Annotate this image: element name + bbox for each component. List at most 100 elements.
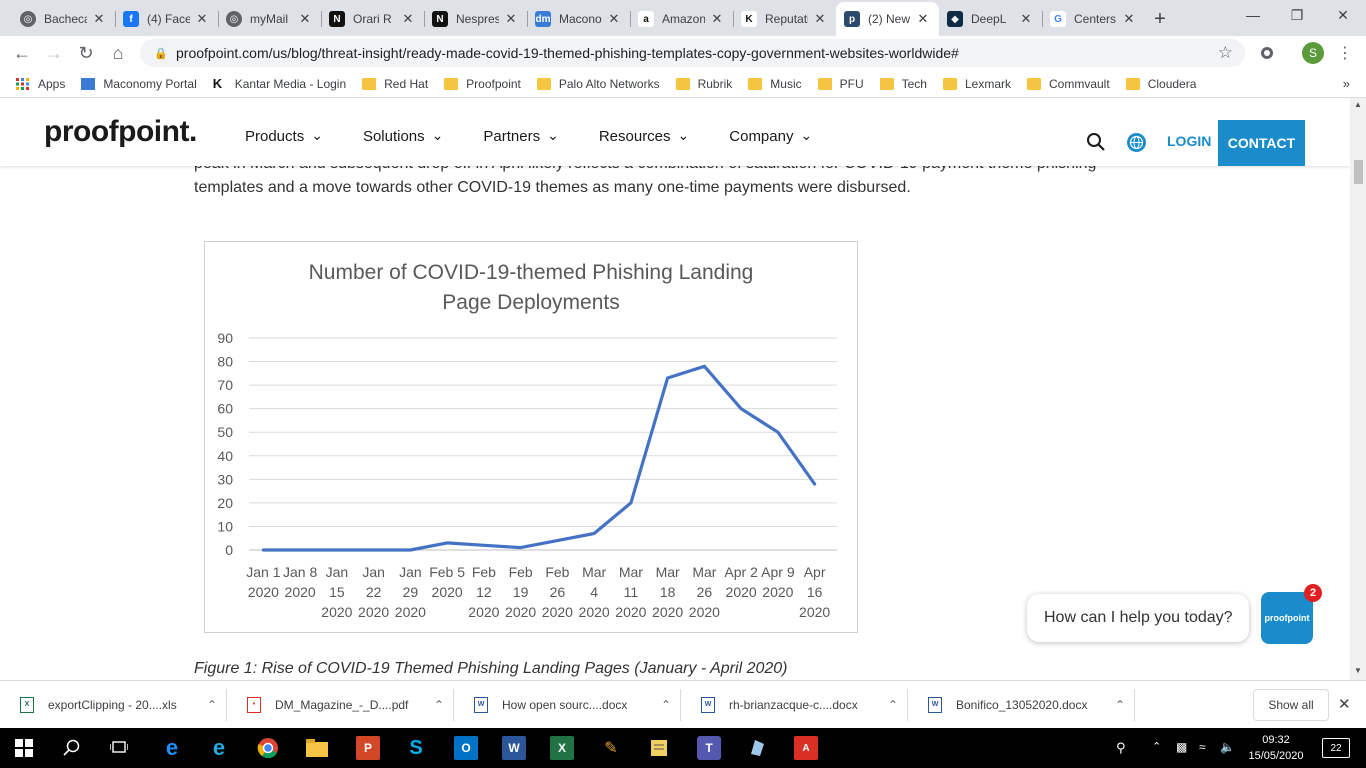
proofpoint-logo[interactable]: proofpoint. (44, 115, 197, 148)
browser-tab[interactable]: f (4) Facebook ✕ (115, 2, 218, 36)
close-tab-icon[interactable]: ✕ (299, 11, 311, 26)
nav-item-solutions[interactable]: Solutions ⌄ (363, 127, 443, 145)
bookmark-item[interactable]: Tech (872, 77, 935, 91)
battery-icon[interactable]: ▩ (1176, 740, 1188, 754)
reload-button[interactable]: ↻ (78, 42, 94, 63)
bookmark-item[interactable]: K Kantar Media - Login (205, 77, 354, 91)
powerpoint-icon[interactable]: P (356, 736, 380, 760)
bookmark-item[interactable]: PFU (810, 77, 872, 91)
login-link[interactable]: LOGIN (1167, 133, 1212, 149)
windows-start-icon[interactable] (12, 736, 36, 760)
maximize-button[interactable]: ❐ (1290, 6, 1304, 23)
outlook-icon[interactable]: O (454, 736, 478, 760)
globe-icon[interactable] (1127, 133, 1146, 152)
show-hidden-icons-icon[interactable]: ⌃ (1152, 741, 1162, 753)
bookmark-item[interactable]: Red Hat (354, 77, 436, 91)
close-tab-icon[interactable]: ✕ (93, 11, 105, 26)
close-tab-icon[interactable]: ✕ (505, 11, 517, 26)
chevron-up-icon[interactable]: ⌃ (887, 697, 899, 712)
close-download-bar-icon[interactable]: ✕ (1338, 696, 1351, 713)
nav-item-resources[interactable]: Resources ⌄ (599, 127, 689, 145)
close-window-button[interactable]: ✕ (1337, 6, 1349, 23)
excel-icon[interactable]: X (550, 736, 574, 760)
bookmark-item[interactable]: Proofpoint (436, 77, 529, 91)
people-icon[interactable]: ⚲ (1116, 740, 1126, 755)
clock[interactable]: 09:32 15/05/2020 (1246, 732, 1306, 764)
wifi-icon[interactable]: ≈ (1199, 740, 1206, 754)
download-item[interactable]: W How open sourc....docx ⌃ (454, 681, 681, 729)
chevron-up-icon[interactable]: ⌃ (433, 697, 445, 712)
bookmark-item[interactable]: Music (740, 77, 809, 91)
chrome-icon[interactable] (256, 736, 280, 760)
close-tab-icon[interactable]: ✕ (1020, 11, 1032, 26)
close-tab-icon[interactable]: ✕ (1123, 11, 1135, 26)
nav-item-products[interactable]: Products ⌄ (245, 127, 323, 145)
chevron-up-icon[interactable]: ⌃ (1114, 697, 1126, 712)
bookmark-item[interactable]: Cloudera (1118, 77, 1205, 91)
bookmark-item[interactable]: Maconomy Portal (73, 77, 204, 91)
acrobat-icon[interactable]: A (794, 736, 818, 760)
task-view-icon[interactable] (107, 736, 131, 760)
scrollbar-thumb[interactable] (1354, 160, 1363, 184)
browser-tab[interactable]: dm Maconomy ✕ (527, 2, 630, 36)
notes-app-icon[interactable] (647, 736, 671, 760)
volume-icon[interactable]: 🔈 (1220, 740, 1235, 754)
browser-tab[interactable]: a Amazon ✕ (630, 2, 733, 36)
download-item[interactable]: W Bonifico_13052020.docx ⌃ (908, 681, 1135, 729)
nav-item-partners[interactable]: Partners ⌄ (483, 127, 558, 145)
word-icon[interactable]: W (502, 736, 526, 760)
close-tab-icon[interactable]: ✕ (402, 11, 414, 26)
extension-icon[interactable] (1256, 42, 1278, 64)
forward-button[interactable]: → (45, 42, 63, 63)
browser-tab[interactable]: N Orari R ✕ (321, 2, 424, 36)
bookmark-item[interactable]: Lexmark (935, 77, 1019, 91)
file-explorer-icon[interactable] (305, 736, 329, 760)
utility-app-icon[interactable] (745, 736, 769, 760)
close-tab-icon[interactable]: ✕ (814, 11, 826, 26)
browser-tab[interactable]: ◎ myMail ✕ (218, 2, 321, 36)
nav-item-company[interactable]: Company ⌄ (729, 127, 812, 145)
browser-tab[interactable]: N Nespresso ✕ (424, 2, 527, 36)
minimize-button[interactable]: — (1246, 7, 1260, 23)
home-button[interactable]: ⌂ (112, 42, 124, 63)
browser-tab[interactable]: ◆ DeepL ✕ (939, 2, 1042, 36)
chevron-up-icon[interactable]: ⌃ (206, 697, 218, 712)
bookmark-item[interactable]: Palo Alto Networks (529, 77, 668, 91)
close-tab-icon[interactable]: ✕ (711, 11, 723, 26)
bookmark-star-icon[interactable]: ☆ (1217, 43, 1233, 62)
browser-tab[interactable]: p (2) New ✕ (836, 2, 939, 36)
download-item[interactable]: • DM_Magazine_-_D....pdf ⌃ (227, 681, 454, 729)
close-tab-icon[interactable]: ✕ (608, 11, 620, 26)
bookmarks-overflow-button[interactable]: » (1342, 76, 1350, 91)
browser-tab[interactable]: G Centers ✕ (1042, 2, 1145, 36)
bookmark-item[interactable]: Commvault (1019, 77, 1118, 91)
chat-launcher-button[interactable]: proofpoint (1261, 592, 1313, 644)
paint-icon[interactable]: ✎ (604, 740, 618, 757)
close-tab-icon[interactable]: ✕ (917, 11, 929, 26)
search-icon[interactable] (60, 736, 84, 760)
back-button[interactable]: ← (13, 42, 31, 63)
edge-icon[interactable]: e (165, 735, 179, 760)
contact-button[interactable]: CONTACT (1218, 120, 1305, 166)
chat-prompt[interactable]: How can I help you today? (1027, 594, 1249, 642)
bookmark-item[interactable]: Apps (8, 77, 73, 91)
menu-icon[interactable]: ⋮ (1337, 45, 1353, 62)
new-tab-button[interactable]: + (1154, 7, 1166, 30)
chevron-up-icon[interactable]: ⌃ (660, 697, 672, 712)
browser-tab[interactable]: K Reputation ✕ (733, 2, 836, 36)
page-scrollbar[interactable]: ▲ ▼ (1350, 98, 1366, 680)
search-icon[interactable] (1086, 132, 1106, 157)
action-center-notifications[interactable]: 22 (1322, 738, 1350, 758)
profile-avatar[interactable]: S (1302, 42, 1324, 64)
bookmark-item[interactable]: Rubrik (668, 77, 741, 91)
scroll-down-icon[interactable]: ▼ (1354, 666, 1362, 675)
browser-tab[interactable]: ◎ Bacheca ✕ (12, 2, 115, 36)
close-tab-icon[interactable]: ✕ (196, 11, 208, 26)
show-all-downloads-button[interactable]: Show all (1253, 689, 1329, 721)
skype-icon[interactable]: S (409, 736, 423, 759)
address-bar[interactable]: 🔒 proofpoint.com/us/blog/threat-insight/… (140, 39, 1245, 67)
scroll-up-icon[interactable]: ▲ (1354, 100, 1362, 109)
teams-icon[interactable]: T (697, 736, 721, 760)
